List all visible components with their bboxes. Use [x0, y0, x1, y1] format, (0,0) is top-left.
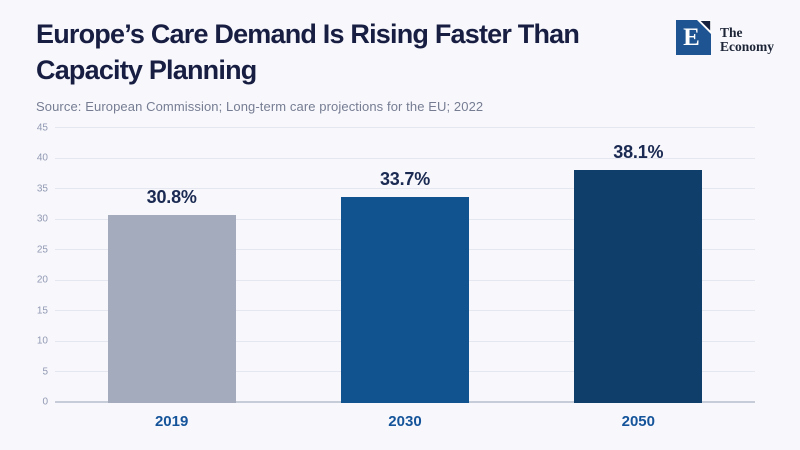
y-tick-label-45: 45 — [36, 122, 48, 133]
y-tick-label-15: 15 — [36, 305, 48, 317]
page-title-line2: Capacity Planning — [36, 55, 257, 85]
page-title: Europe’s Care Demand Is Rising Faster Th… — [36, 16, 676, 88]
source-note: Source: European Commission; Long-term c… — [36, 99, 484, 114]
y-tick-label-10: 10 — [36, 335, 48, 347]
logo-wordmark-line1: The — [720, 25, 743, 40]
gridline-35: 35 — [37, 183, 755, 194]
y-tick-label-25: 25 — [36, 244, 48, 256]
y-tick-label-30: 30 — [36, 213, 48, 225]
logo-wordmark: The Economy — [720, 26, 774, 54]
bar-2019 — [107, 214, 236, 403]
bar-chart: 0 5 10 15 20 25 30 35 40 45 30.8% 2019 33.7% 2030 38.1… — [37, 122, 755, 430]
logo-wordmark-line2: Economy — [720, 39, 774, 54]
gridline-40: 40 — [37, 153, 755, 164]
bar-slot-2050: 38.1% 2050 — [522, 128, 755, 430]
x-axis-label-2019: 2019 — [154, 413, 189, 430]
bar-value-label-2030: 33.7% — [379, 169, 431, 190]
x-axis-label-2030: 2030 — [388, 413, 422, 430]
logo-corner-triangle-icon — [697, 20, 711, 34]
bar-2030 — [340, 197, 469, 403]
y-tick-label-0: 0 — [42, 396, 48, 408]
logo-e-icon: E — [676, 20, 711, 55]
page-title-line1: Europe’s Care Demand Is Rising Faster Th… — [36, 19, 580, 49]
y-tick-label-40: 40 — [36, 152, 48, 164]
bar-value-label-2019: 30.8% — [146, 186, 197, 207]
bar-2050 — [574, 170, 703, 403]
x-axis-label-2050: 2050 — [621, 413, 655, 430]
logo-e-letter: E — [683, 23, 700, 51]
bar-slot-2030: 33.7% 2030 — [288, 128, 521, 430]
gridline-45: 45 — [37, 122, 755, 133]
y-tick-label-35: 35 — [36, 183, 48, 195]
y-tick-label-5: 5 — [42, 366, 48, 378]
bar-slot-2019: 30.8% 2019 — [55, 128, 288, 430]
bar-value-label-2050: 38.1% — [613, 142, 664, 163]
the-economy-logo: E The Economy — [676, 20, 774, 55]
y-tick-label-20: 20 — [36, 274, 48, 286]
